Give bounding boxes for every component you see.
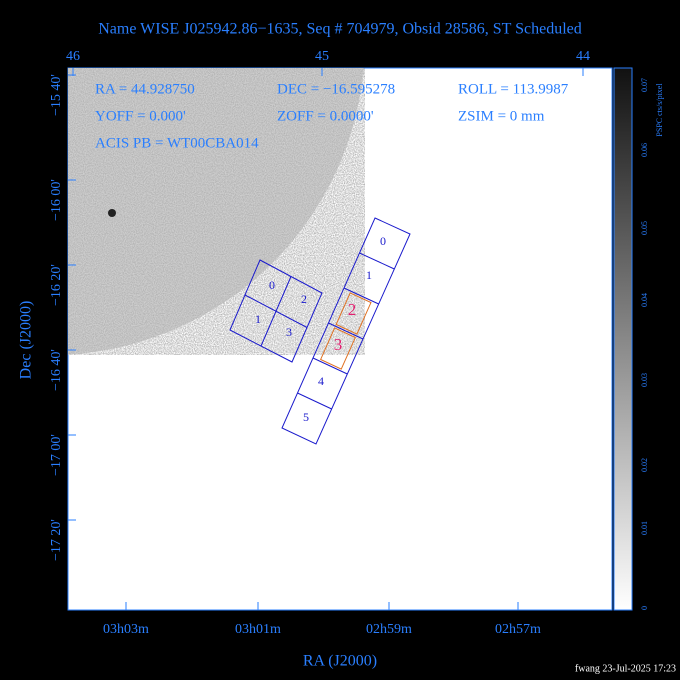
info-text: YOFF = 0.000' xyxy=(95,108,186,124)
info-text: ACIS PB = WT00CBA014 xyxy=(95,135,259,151)
x-tick-label: 02h59m xyxy=(366,622,412,637)
chip-aimpoint-box xyxy=(335,292,372,335)
acis-s-divider xyxy=(328,322,364,340)
info-text: ZOFF = 0.0000' xyxy=(277,108,374,124)
source xyxy=(108,209,116,217)
info-text: DEC = −16.595278 xyxy=(277,81,395,97)
x-tick-label: 03h03m xyxy=(103,622,149,637)
colorbar-tick-label: 0.02 xyxy=(640,458,649,472)
colorbar-tick-label: 0.03 xyxy=(640,373,649,387)
acis-s-divider xyxy=(297,392,332,410)
footer: fwang 23-Jul-2025 17:23 xyxy=(575,663,676,674)
acis-i-chip-label: 0 xyxy=(269,278,275,292)
y-tick-label: −16 40' xyxy=(49,349,64,391)
info-text: RA = 44.928750 xyxy=(95,81,195,97)
y-axis-label: Dec (J2000) xyxy=(18,301,35,380)
colorbar xyxy=(613,67,633,611)
acis-i-chip-label: 3 xyxy=(286,325,292,339)
title: Name WISE J025942.86−1635, Seq # 704979,… xyxy=(98,21,582,38)
sky-image xyxy=(68,68,364,355)
top-tick-label: 46 xyxy=(66,49,80,64)
colorbar-tick-label: 0.05 xyxy=(640,221,649,235)
top-tick-label: 45 xyxy=(315,49,329,64)
acis-s-chip-label: 4 xyxy=(318,374,324,388)
info-text: ROLL = 113.9987 xyxy=(458,81,569,97)
survey-noise xyxy=(68,68,364,355)
y-tick-label: −17 00' xyxy=(49,434,64,476)
acis-s-chip-label: 1 xyxy=(366,268,372,282)
colorbar-tick-label: 0.04 xyxy=(640,293,649,307)
acis-i-chip-label: 2 xyxy=(301,292,307,306)
acis-i-chip-label: 1 xyxy=(255,312,261,326)
acis-s-chip-label: 5 xyxy=(303,410,309,424)
colorbar-tick-label: 0 xyxy=(640,606,649,610)
acis-i-divider xyxy=(244,294,308,328)
x-tick-label: 03h01m xyxy=(235,622,281,637)
info-text: ZSIM = 0 mm xyxy=(458,108,545,124)
y-tick-label: −16 00' xyxy=(49,179,64,221)
colorbar-tick-label: 0.07 xyxy=(640,78,649,92)
colorbar-tick-label: 0.06 xyxy=(640,143,649,157)
x-axis-label: RA (J2000) xyxy=(303,653,377,670)
top-tick-label: 44 xyxy=(576,49,590,64)
acis-s-chip-label: 0 xyxy=(380,234,386,248)
y-tick-label: −15 40' xyxy=(49,74,64,116)
acis-i-outline xyxy=(229,259,323,363)
chip-aimpoint-box xyxy=(319,327,356,370)
colorbar-tick-label: 0.01 xyxy=(640,521,649,535)
y-tick-label: −16 20' xyxy=(49,264,64,306)
acis-s-divider xyxy=(359,252,395,270)
acis-s-chip-label: 2 xyxy=(348,300,357,319)
x-tick-label: 02h57m xyxy=(495,622,541,637)
acis-s-chip-label: 3 xyxy=(334,335,343,354)
y-tick-label: −17 20' xyxy=(49,519,64,561)
colorbar-label: PSPC cts/s/pixel xyxy=(655,83,664,137)
acis-s-divider xyxy=(312,357,348,375)
acis-s-divider xyxy=(343,287,379,305)
